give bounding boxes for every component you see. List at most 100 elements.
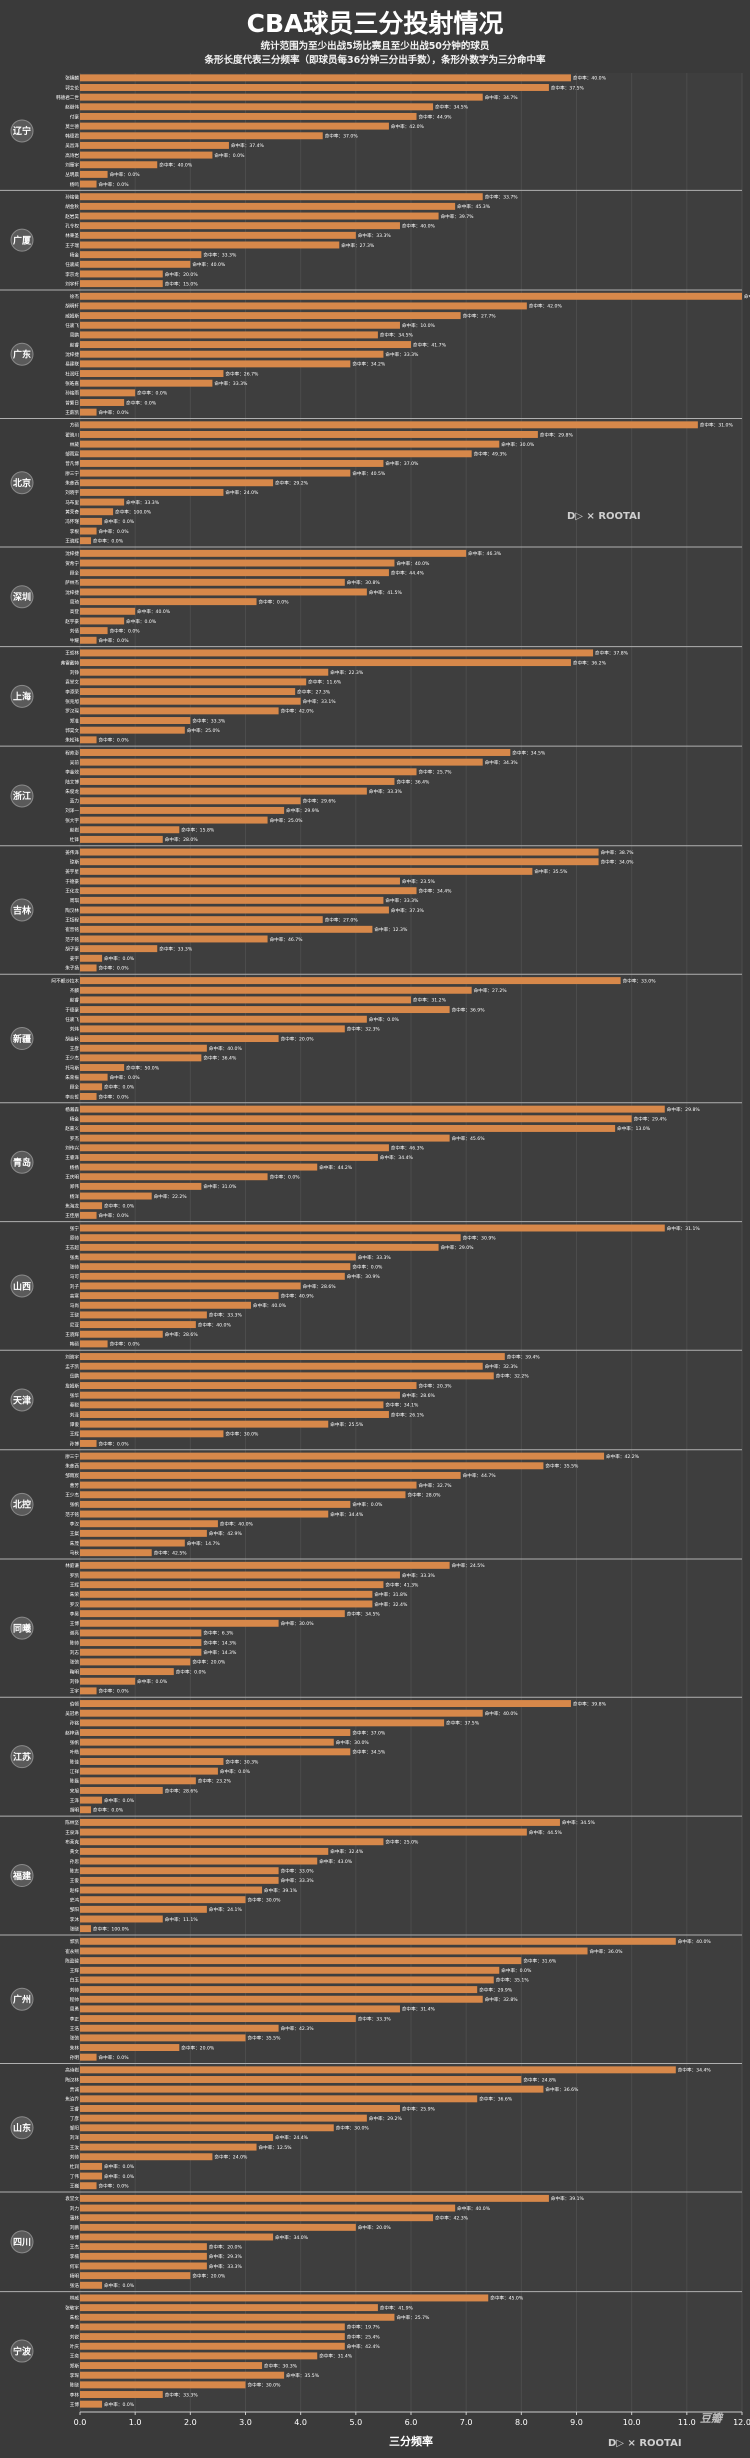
bar <box>80 1124 616 1132</box>
data-label: 命中率：11.1% <box>165 1916 199 1923</box>
data-label: 命中率：36.4% <box>396 778 430 785</box>
bar <box>80 1915 163 1923</box>
bar <box>80 193 483 201</box>
team-name: 广州 <box>13 1994 31 2006</box>
player-name: 赵梓 <box>70 1887 80 1894</box>
bar <box>80 996 411 1004</box>
data-label: 命中率：30.9% <box>463 1234 497 1241</box>
player-name: 孙思 <box>70 1858 80 1865</box>
bar <box>80 2281 103 2289</box>
player-name: 王博 <box>70 2401 80 2408</box>
bar <box>80 74 571 82</box>
player-name: 朱茂 <box>70 1540 80 1547</box>
team-logo-7: 吉林 <box>10 898 34 922</box>
bar <box>80 1253 356 1261</box>
player-name: 沈梓捷 <box>65 351 79 358</box>
data-label: 命中率：0.0% <box>99 528 130 535</box>
player-name: 王宇 <box>70 1688 80 1695</box>
bar <box>80 251 202 259</box>
player-name: 刘子 <box>70 1283 80 1290</box>
team-logo-8: 新疆 <box>10 1027 34 1051</box>
bar <box>80 440 500 448</box>
player-name: 高诗岩 <box>65 152 79 159</box>
data-label: 命中率：33.3% <box>369 788 403 795</box>
bar <box>80 925 373 933</box>
bar <box>80 222 400 230</box>
bar <box>80 2400 103 2408</box>
player-name: 郭艾伦 <box>65 84 79 91</box>
bar <box>80 1391 400 1399</box>
team-logo-19: 宁波 <box>10 2339 34 2363</box>
team-name: 吉林 <box>13 904 32 916</box>
x-tick-label: 4.0 <box>294 2418 307 2427</box>
player-name: 贺希宁 <box>65 560 79 567</box>
player-name: 胡明轩 <box>65 303 79 310</box>
player-name: 王浩 <box>70 2025 80 2032</box>
data-label: 命中率：0.0% <box>126 618 157 625</box>
player-name: 朱松 <box>70 2314 80 2321</box>
player-name: 朱俊龙 <box>65 788 79 795</box>
player-name: 郭昊文 <box>65 727 79 734</box>
player-name: 袁堂文 <box>65 2195 79 2202</box>
player-name: 黄文 <box>70 1848 80 1855</box>
bar <box>80 659 571 667</box>
bar <box>80 1886 263 1894</box>
player-name: 萨林杰 <box>65 579 79 586</box>
player-name: 李涛 <box>70 2324 80 2331</box>
data-label: 命中率：36.6% <box>479 2096 513 2103</box>
bar <box>80 479 274 487</box>
data-label: 命中率：40.0% <box>209 1045 243 1052</box>
data-label: 命中率：34.0% <box>275 2234 309 2241</box>
bar <box>80 1629 202 1637</box>
data-label: 命中率：29.2% <box>275 480 309 487</box>
player-name: 赵宇豪 <box>65 618 79 625</box>
player-name: 吴冠希 <box>65 1710 79 1717</box>
data-label: 命中率：23.2% <box>198 1778 232 1785</box>
bar <box>80 331 378 339</box>
data-label: 命中率：45.3% <box>457 203 491 210</box>
team-name: 上海 <box>13 691 31 703</box>
team-name: 广厦 <box>13 234 32 246</box>
bar <box>80 2104 400 2112</box>
bar <box>80 906 389 914</box>
player-name: 沈梓捷 <box>65 589 79 596</box>
bar <box>80 1439 97 1447</box>
data-label: 命中率：0.0% <box>104 1084 135 1091</box>
data-label: 命中率：34.5% <box>380 332 414 339</box>
player-name: 牛耀 <box>70 637 80 644</box>
data-label: 命中率：24.4% <box>275 2134 309 2141</box>
player-name: 王辉 <box>70 1967 80 1974</box>
player-name: 张华 <box>70 1392 80 1399</box>
bar <box>80 1362 483 1370</box>
bar <box>80 749 511 756</box>
player-name: 于德豪 <box>65 878 79 885</box>
bar <box>80 1411 389 1418</box>
data-label: 命中率：30.0% <box>248 2382 282 2389</box>
player-name: 朱子扬 <box>65 965 79 972</box>
player-name: 刘志 <box>70 1649 80 1656</box>
player-name: 孙铭雨 <box>65 390 79 397</box>
data-label: 命中率：32.8% <box>485 1996 519 2003</box>
bar <box>80 578 345 586</box>
player-name: 宋旭 <box>70 1787 80 1794</box>
bar <box>80 241 340 249</box>
data-label: 命中率：40.0% <box>253 1302 287 1309</box>
data-label: 命中率：33.0% <box>623 977 657 984</box>
player-name: 王化龙 <box>65 887 79 894</box>
player-name: 李昊 <box>70 1610 80 1617</box>
bar <box>80 1719 445 1727</box>
data-label: 命中率：11.6% <box>308 679 342 686</box>
bar <box>80 2172 103 2180</box>
player-name: 王粲 <box>70 1530 80 1537</box>
bar <box>80 389 136 397</box>
player-name: 王哲林 <box>65 650 79 657</box>
player-name: 叶庆 <box>70 2343 80 2350</box>
player-name: 马秋 <box>70 1549 80 1556</box>
bar <box>80 527 97 535</box>
bar <box>80 806 285 814</box>
player-name: 杨瀚森 <box>65 1106 79 1113</box>
player-name: 邹阳 <box>70 2125 80 2132</box>
team-name: 天津 <box>13 1394 31 1406</box>
data-label: 命中率：30.0% <box>248 1896 282 1903</box>
data-label: 命中率：44.2% <box>319 1164 353 1171</box>
